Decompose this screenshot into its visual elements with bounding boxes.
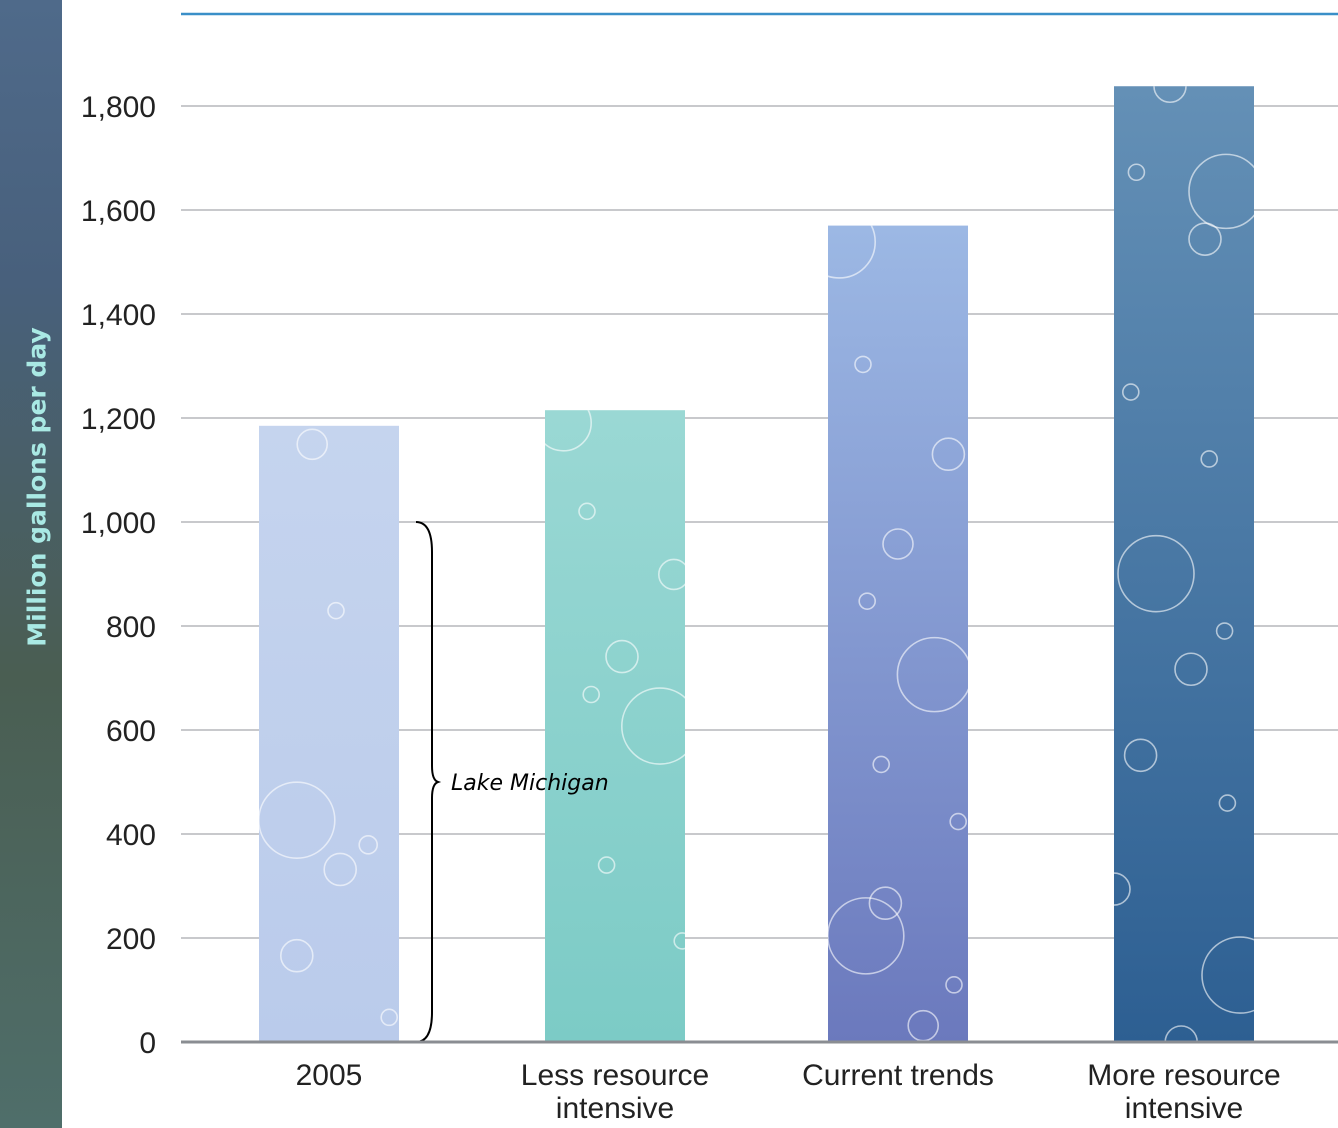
bar (545, 410, 685, 1042)
bubble-decoration (279, 938, 314, 973)
bar (828, 225, 968, 1043)
x-category-label: Less resource intensive (521, 1059, 709, 1125)
x-category-label: Current trends (802, 1059, 994, 1092)
lake-michigan-brace (415, 521, 442, 1043)
left-decorative-band (0, 0, 62, 1128)
bubble-decoration (1188, 222, 1222, 256)
bubble-decoration (1215, 622, 1234, 640)
bubble-decoration (582, 685, 601, 704)
y-tick-label: 1,600 (81, 195, 156, 228)
bubble-decoration (1218, 794, 1237, 812)
bar (1114, 86, 1254, 1043)
x-category-label: More resource intensive (1087, 1059, 1280, 1125)
bubble-decoration (1117, 534, 1195, 613)
y-tick-label: 200 (106, 923, 156, 956)
bar-group (259, 425, 399, 1042)
bubble-decoration (1123, 738, 1158, 773)
y-tick-label: 1,400 (81, 299, 156, 332)
bubble-decoration (896, 636, 968, 713)
bubble-decoration (658, 558, 685, 591)
bar-bubbles (1114, 86, 1254, 1043)
bubble-decoration (931, 437, 966, 471)
bubble-decoration (882, 528, 914, 560)
bubble-decoration (945, 976, 963, 994)
y-tick-label: 400 (106, 819, 156, 852)
bubble-decoration (605, 639, 639, 674)
bubble-decoration (1122, 383, 1140, 401)
y-tick-label: 600 (106, 715, 156, 748)
bubble-decoration (1114, 872, 1131, 906)
lake-michigan-label: Lake Michigan (451, 771, 609, 796)
y-tick-label: 0 (139, 1027, 156, 1060)
bubble-decoration (380, 1008, 399, 1027)
bubble-decoration (1188, 153, 1254, 230)
bar-bubbles (545, 410, 685, 950)
bubble-decoration (1201, 936, 1254, 1014)
bubble-decoration (621, 687, 685, 765)
bubble-decoration (1153, 86, 1187, 104)
y-tick-label: 1,800 (81, 91, 156, 124)
y-tick-label: 1,200 (81, 403, 156, 436)
y-tick-label: 1,000 (81, 507, 156, 540)
bubble-decoration (597, 856, 616, 874)
bubble-decoration (358, 835, 379, 855)
bubble-decoration (327, 601, 345, 620)
bar (259, 425, 399, 1042)
bubble-decoration (545, 410, 592, 452)
bubble-decoration (1127, 163, 1146, 182)
bar-bubbles (828, 225, 968, 1042)
bubble-decoration (858, 592, 877, 610)
bubble-decoration (1174, 652, 1208, 687)
x-category-label: 2005 (296, 1059, 363, 1092)
bar-group (1114, 86, 1254, 1043)
bubble-decoration (872, 755, 891, 774)
bar-group (545, 410, 685, 1042)
bubble-decoration (323, 852, 358, 887)
bar-bubbles (259, 428, 399, 1027)
bubble-decoration (868, 886, 903, 921)
bubble-decoration (828, 897, 905, 975)
bar-group (828, 225, 968, 1043)
bubble-decoration (296, 428, 329, 461)
bubble-decoration (949, 812, 968, 831)
bubble-decoration (259, 781, 336, 859)
bubble-decoration (673, 932, 685, 950)
y-tick-label: 800 (106, 611, 156, 644)
bubble-decoration (828, 225, 876, 279)
bubble-decoration (1200, 450, 1218, 468)
bubble-decoration (854, 355, 872, 374)
bubble-decoration (578, 502, 596, 521)
